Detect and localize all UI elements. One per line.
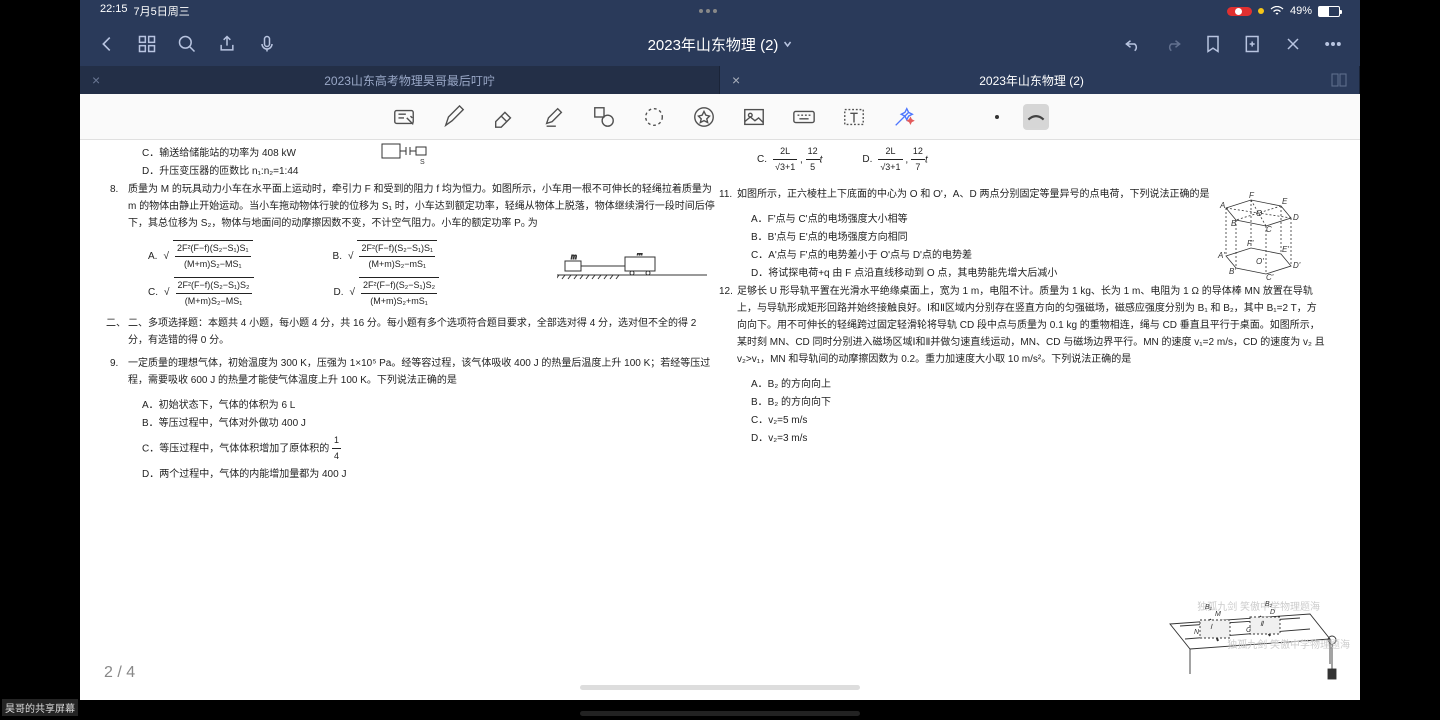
tool-lasso[interactable] bbox=[641, 104, 667, 130]
share-button[interactable] bbox=[216, 33, 238, 55]
svg-text:M: M bbox=[1215, 611, 1221, 618]
status-bar: 22:15 7月5日周三 49% bbox=[80, 0, 1360, 22]
svg-text:B₂: B₂ bbox=[1265, 601, 1273, 608]
svg-text:B: B bbox=[1231, 219, 1237, 228]
grid-view-button[interactable] bbox=[136, 33, 158, 55]
mic-button[interactable] bbox=[256, 33, 278, 55]
section-2-header: 二、多项选择题：本题共 4 小题，每小题 4 分，共 16 分。每小题有多个选项… bbox=[128, 318, 696, 346]
home-indicator[interactable] bbox=[580, 711, 860, 716]
svg-text:O: O bbox=[1256, 209, 1262, 218]
undo-button[interactable] bbox=[1122, 33, 1144, 55]
q8-opt-d: D.√2F²(F−f)(S₂−S₁)S₂(M+m)S₂+mS₁ bbox=[334, 277, 440, 310]
svg-text:O': O' bbox=[1256, 257, 1264, 266]
q12-body: 足够长 U 形导轨平置在光滑水平绝缘桌面上，宽为 1 m，电阻不计。质量为 1 … bbox=[737, 286, 1325, 365]
document-viewport[interactable]: C．输送给储能站的功率为 408 kW D．升压变压器的匝数比 n₁:n₂=1:… bbox=[80, 140, 1360, 700]
more-button[interactable] bbox=[1322, 33, 1344, 55]
q8-opt-a: A.√2F²(F−f)(S₂−S₁)S₁(M+m)S₂−MS₁ bbox=[148, 240, 253, 273]
status-date: 7月5日周三 bbox=[134, 3, 190, 19]
svg-text:F: F bbox=[1249, 191, 1255, 200]
svg-text:m: m bbox=[571, 254, 577, 261]
redo-button[interactable] bbox=[1162, 33, 1184, 55]
horizontal-scrollbar[interactable] bbox=[580, 685, 860, 690]
tool-magic[interactable] bbox=[891, 104, 917, 130]
battery-icon bbox=[1318, 6, 1340, 17]
svg-text:D: D bbox=[1293, 213, 1299, 222]
q9-opt-a: A．初始状态下，气体的体积为 6 L bbox=[128, 397, 717, 414]
tool-color-dot[interactable] bbox=[995, 115, 999, 119]
svg-text:A': A' bbox=[1217, 251, 1225, 260]
tab-2[interactable]: × 2023年山东物理 (2) bbox=[720, 66, 1360, 94]
svg-text:E: E bbox=[1282, 197, 1288, 206]
battery-percent: 49% bbox=[1290, 5, 1312, 17]
tool-pen[interactable] bbox=[441, 104, 467, 130]
svg-text:A: A bbox=[1219, 201, 1225, 210]
svg-text:E': E' bbox=[1282, 245, 1289, 254]
tool-highlighter[interactable] bbox=[541, 104, 567, 130]
tool-stroke-preview[interactable] bbox=[1023, 104, 1049, 130]
nav-bar: 2023年山东物理 (2) bbox=[80, 22, 1360, 66]
tab-2-close[interactable]: × bbox=[732, 72, 740, 88]
bookmark-button[interactable] bbox=[1202, 33, 1224, 55]
svg-text:S: S bbox=[420, 159, 425, 166]
q8-opt-c: C.√2F²(F−f)(S₂−S₁)S₂(M+m)S₂−MS₁ bbox=[148, 277, 254, 310]
q8-body: 质量为 M 的玩具动力小车在水平面上运动时，牵引力 F 和受到的阻力 f 均为恒… bbox=[128, 184, 715, 229]
q12-opt-d: D．v₂=3 m/s bbox=[737, 430, 1326, 447]
chevron-down-icon bbox=[782, 39, 792, 49]
q9-body: 一定质量的理想气体，初始温度为 300 K，压强为 1×10⁵ Pa。经等容过程… bbox=[128, 358, 710, 386]
q10-opt-d: D.2L√3+1 , 127t bbox=[862, 144, 927, 176]
svg-text:N: N bbox=[1194, 629, 1200, 636]
recording-indicator[interactable] bbox=[1227, 7, 1252, 16]
q12-opt-b: B．B₂ 的方向向下 bbox=[737, 394, 1326, 411]
tab-1[interactable]: × 2023山东高考物理昊哥最后叮咛 bbox=[80, 66, 720, 94]
svg-text:C: C bbox=[1266, 225, 1272, 234]
tool-favorite[interactable] bbox=[691, 104, 717, 130]
tab-split-icon[interactable] bbox=[1331, 72, 1347, 88]
annotation-toolbar bbox=[80, 94, 1360, 140]
watermark-right: 独孤九剑 笑傲中学物理题海 bbox=[1227, 637, 1350, 654]
shared-screen-label: 昊哥的共享屏幕 bbox=[2, 699, 78, 716]
privacy-dot bbox=[1258, 8, 1264, 14]
page-title[interactable]: 2023年山东物理 (2) bbox=[648, 34, 793, 55]
svg-text:M: M bbox=[637, 253, 643, 257]
q11-number: 11. bbox=[719, 186, 732, 203]
svg-text:B₁: B₁ bbox=[1205, 604, 1213, 611]
tool-keyboard[interactable] bbox=[791, 104, 817, 130]
q12-opt-c: C．v₂=5 m/s bbox=[737, 412, 1326, 429]
tool-image[interactable] bbox=[741, 104, 767, 130]
q8-number: 8. bbox=[110, 181, 118, 198]
q8-opt-b: B.√2F²(F−f)(S₂−S₁)S₁(M+m)S₂−mS₁ bbox=[333, 240, 438, 273]
tool-eraser[interactable] bbox=[491, 104, 517, 130]
close-button[interactable] bbox=[1282, 33, 1304, 55]
q11-body: 如图所示，正六棱柱上下底面的中心为 O 和 O'，A、D 两点分别固定等量异号的… bbox=[737, 189, 1209, 200]
svg-text:F': F' bbox=[1247, 239, 1254, 248]
svg-text:B': B' bbox=[1229, 267, 1236, 276]
svg-text:D: D bbox=[1270, 609, 1275, 616]
page-counter: 2 / 4 bbox=[104, 664, 135, 682]
wifi-icon bbox=[1270, 6, 1284, 16]
q9-number: 9. bbox=[110, 355, 118, 372]
q9-opt-b: B．等压过程中，气体对外做功 400 J bbox=[128, 415, 717, 432]
q9-opt-d: D．两个过程中，气体的内能增加量都为 400 J bbox=[128, 466, 717, 483]
tool-readonly[interactable] bbox=[391, 104, 417, 130]
svg-text:C': C' bbox=[1266, 273, 1274, 282]
q10-opt-c: C.2L√3+1 , 125t bbox=[757, 144, 822, 176]
add-page-button[interactable] bbox=[1242, 33, 1264, 55]
tab-1-close[interactable]: × bbox=[92, 72, 100, 88]
q9-opt-c: C．等压过程中，气体体积增加了原体积的 14 bbox=[128, 433, 717, 465]
tab-bar: × 2023山东高考物理昊哥最后叮咛 × 2023年山东物理 (2) bbox=[80, 66, 1360, 94]
tool-shape[interactable] bbox=[591, 104, 617, 130]
q12-opt-a: A．B₂ 的方向向上 bbox=[737, 376, 1326, 393]
q12-number: 12. bbox=[719, 283, 733, 300]
q11-hexagon-diagram: A F E D C B O A' F' E' D' C' B' O' bbox=[1196, 188, 1316, 288]
q7-circuit-diagram: S bbox=[380, 142, 470, 166]
tool-text[interactable] bbox=[841, 104, 867, 130]
svg-text:D': D' bbox=[1293, 261, 1301, 270]
back-button[interactable] bbox=[96, 33, 118, 55]
search-button[interactable] bbox=[176, 33, 198, 55]
status-time: 22:15 bbox=[100, 3, 128, 19]
q8-cart-diagram: mM bbox=[557, 253, 707, 281]
status-center-dots[interactable] bbox=[699, 9, 717, 13]
